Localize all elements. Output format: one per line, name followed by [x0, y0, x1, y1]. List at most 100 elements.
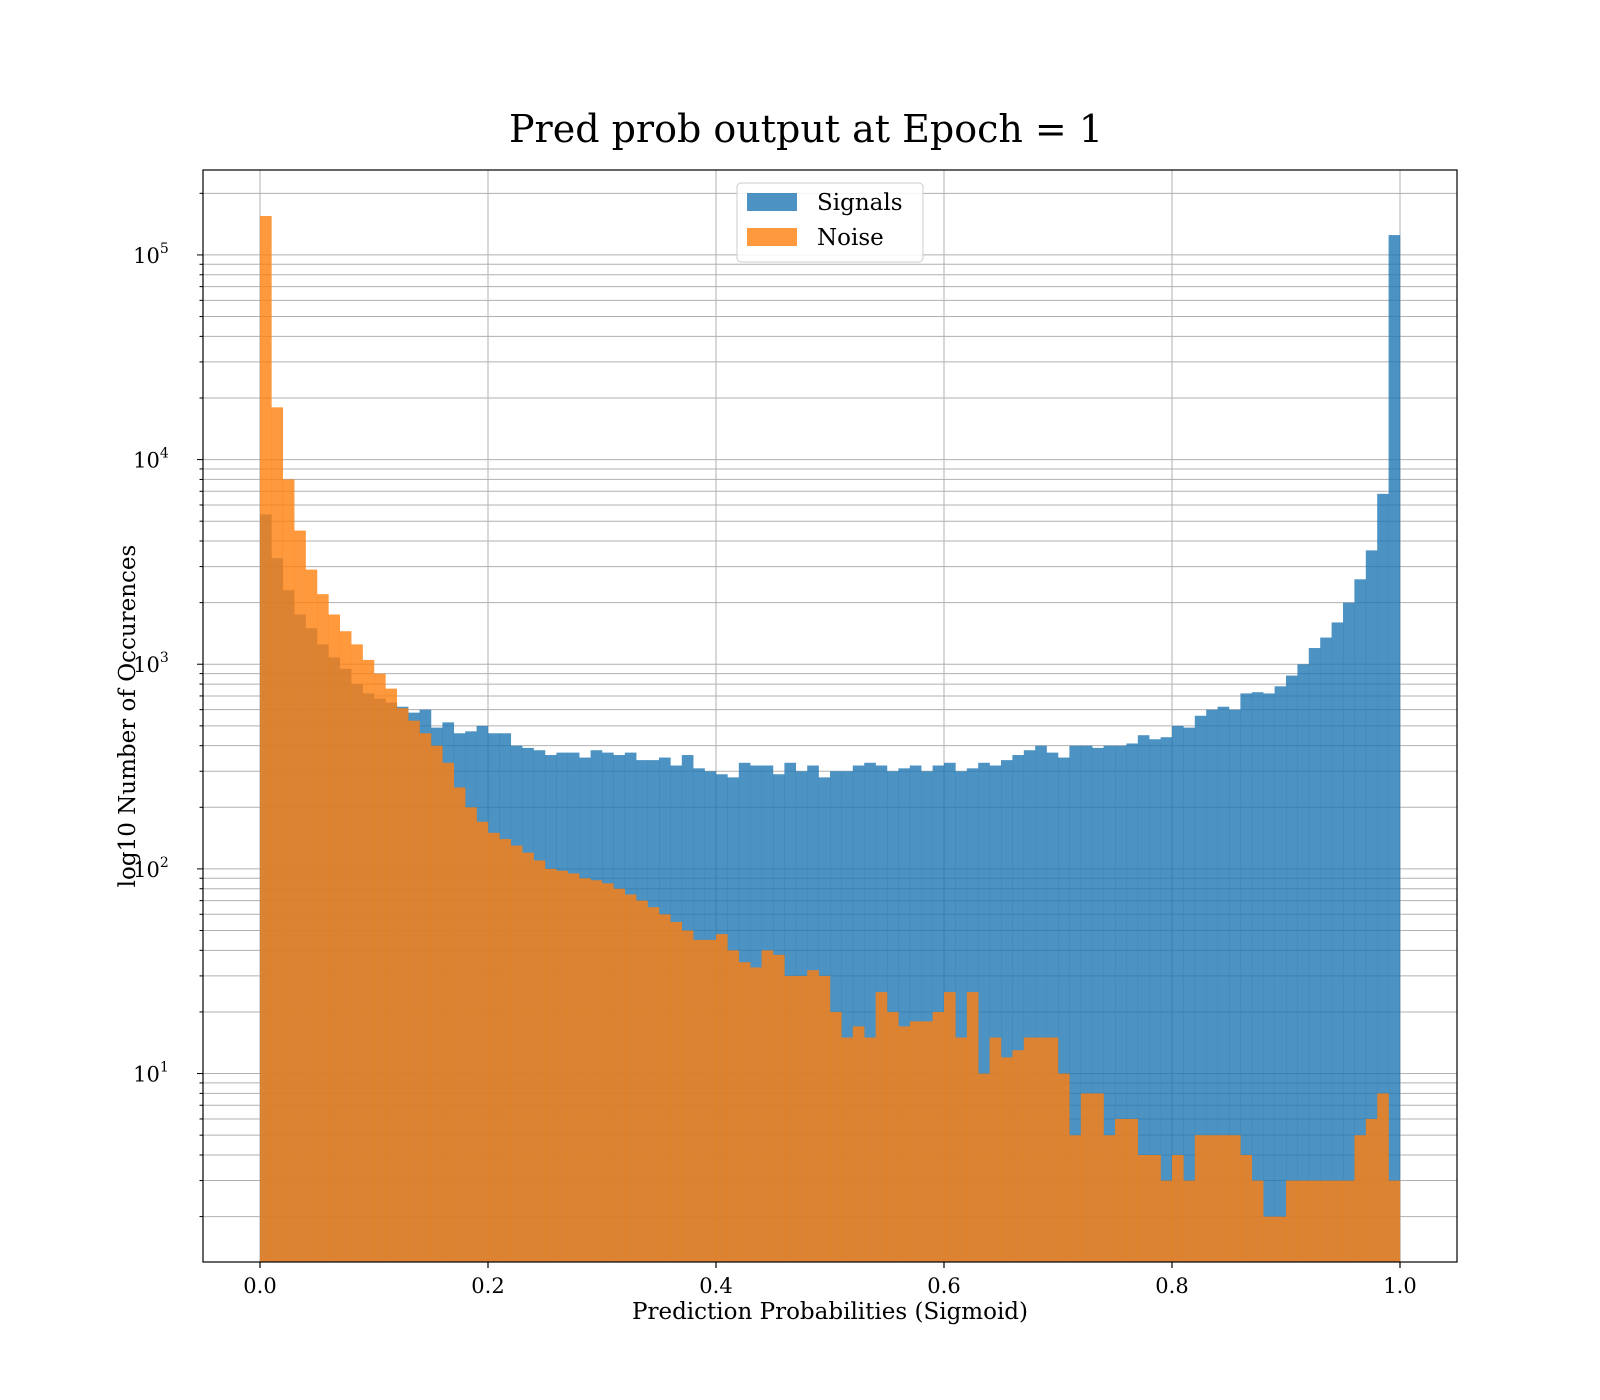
histogram-bar-signals [1092, 747, 1104, 1262]
histogram-bar-noise [909, 1021, 922, 1262]
histogram-bar-noise [875, 992, 888, 1262]
y-tick-label: 103 [133, 650, 169, 677]
histogram-bar-noise [932, 1011, 945, 1262]
histogram-bar-noise [1058, 1073, 1070, 1262]
histogram-bar-signals [1183, 727, 1196, 1262]
histogram-bar-signals [1103, 745, 1116, 1262]
histogram-bar-noise [1080, 1093, 1093, 1262]
histogram-bar-noise [1388, 1180, 1401, 1262]
histogram-bar-noise [590, 880, 603, 1262]
y-tick-label: 102 [133, 855, 169, 882]
histogram-bar-noise [681, 930, 694, 1262]
x-axis-label: Prediction Probabilities (Sigmoid) [632, 1299, 1028, 1325]
histogram-bar-noise [499, 838, 512, 1262]
legend-swatch-noise [747, 228, 797, 246]
histogram-bar-signals [1251, 692, 1264, 1262]
histogram-bar-signals [1217, 706, 1230, 1262]
histogram-bar-noise [864, 1037, 876, 1262]
histogram-bar-noise [510, 845, 523, 1262]
histogram-bar-signals [1115, 745, 1127, 1262]
x-tick-label: 0.4 [699, 1274, 732, 1298]
histogram-bar-noise [647, 907, 660, 1262]
histogram-bar-noise [670, 922, 683, 1262]
histogram-bar-signals [898, 768, 911, 1262]
histogram-bar-noise [396, 708, 409, 1262]
histogram-bar-noise [1251, 1180, 1264, 1262]
histogram-bar-noise [294, 530, 306, 1262]
noise-series [260, 215, 1401, 1263]
histogram-bar-noise [613, 888, 626, 1262]
x-tick-label: 0.8 [1155, 1274, 1188, 1298]
histogram-bar-noise [966, 992, 979, 1262]
histogram-bar-noise [852, 1026, 865, 1262]
histogram-bar-noise [636, 900, 648, 1262]
histogram-bar-signals [1058, 757, 1070, 1262]
histogram-bar-noise [978, 1073, 990, 1262]
histogram-bar-noise [761, 950, 774, 1262]
legend-label-noise: Noise [817, 225, 884, 251]
histogram-bar-noise [1331, 1180, 1344, 1262]
chart-title: Pred prob output at Epoch = 1 [509, 107, 1103, 151]
histogram-bar-signals [1012, 755, 1025, 1262]
histogram-bar-signals [989, 765, 1002, 1262]
histogram-bar-noise [624, 894, 637, 1262]
histogram-bar-noise [1137, 1154, 1150, 1262]
histogram-bar-noise [453, 787, 466, 1262]
histogram-bar-noise [1263, 1216, 1275, 1262]
histogram-bar-signals [1137, 735, 1150, 1262]
histogram-bar-noise [328, 614, 341, 1262]
histogram-bar-signals [1194, 715, 1207, 1262]
histogram-bar-signals [864, 762, 876, 1262]
y-tick-label: 104 [133, 446, 169, 473]
histogram-bar-signals [1206, 709, 1218, 1262]
histogram-bar-noise [1001, 1057, 1013, 1262]
histogram-bar-signals [921, 771, 933, 1262]
histogram-bar-noise [533, 860, 546, 1262]
histogram-bar-noise [784, 975, 797, 1262]
histogram-bar-noise [727, 950, 740, 1262]
histogram-bar-noise [1217, 1135, 1230, 1262]
histogram-bar-signals [1297, 664, 1310, 1262]
histogram-bar-signals [1080, 745, 1093, 1262]
histogram-bar-signals [1388, 235, 1401, 1262]
histogram-bar-noise [830, 1011, 842, 1262]
histogram-bar-noise [1115, 1118, 1127, 1262]
histogram-bar-noise [1365, 1118, 1378, 1262]
histogram-bar-signals [1320, 637, 1332, 1262]
histogram-bar-noise [374, 673, 386, 1262]
histogram-bar-noise [898, 1026, 911, 1262]
histogram-bar-noise [1103, 1135, 1116, 1262]
histogram-bar-noise [1286, 1180, 1298, 1262]
histogram-bar-noise [773, 954, 785, 1262]
histogram-bar-noise [807, 970, 819, 1262]
histogram-bar-noise [818, 975, 831, 1262]
histogram-bar-noise [750, 967, 762, 1262]
y-axis-ticks: 101 102 103 104 105 [133, 192, 203, 1218]
histogram-bar-noise [1354, 1135, 1367, 1262]
histogram-bar-noise [522, 852, 534, 1262]
histogram-bar-signals [1343, 602, 1355, 1262]
histogram-bar-noise [431, 745, 443, 1262]
histogram-bar-signals [1069, 745, 1082, 1262]
histogram-bar-signals [1001, 760, 1013, 1262]
legend-label-signals: Signals [817, 190, 903, 216]
histogram-bar-noise [1126, 1118, 1139, 1262]
histogram-bar-noise [1035, 1037, 1047, 1262]
histogram-bar-noise [1206, 1135, 1218, 1262]
histogram-bar-signals [1331, 622, 1344, 1262]
histogram-bar-noise [305, 569, 318, 1262]
histogram-bar-noise [1343, 1180, 1355, 1262]
histogram-bar-signals [1377, 493, 1389, 1262]
histogram-bar-noise [887, 1011, 899, 1262]
histogram-bar-signals [1229, 709, 1241, 1262]
histogram-bar-noise [408, 720, 420, 1262]
histogram-bar-signals [1365, 550, 1378, 1262]
histogram-bar-noise [1308, 1180, 1321, 1262]
histogram-bar-noise [693, 939, 705, 1262]
histogram-bar-signals [1308, 648, 1321, 1262]
histogram-bar-noise [1377, 1093, 1389, 1262]
x-tick-label: 0.0 [243, 1274, 276, 1298]
histogram-bar-noise [260, 215, 272, 1263]
y-axis-label: log10 Number of Occurences [115, 545, 141, 888]
